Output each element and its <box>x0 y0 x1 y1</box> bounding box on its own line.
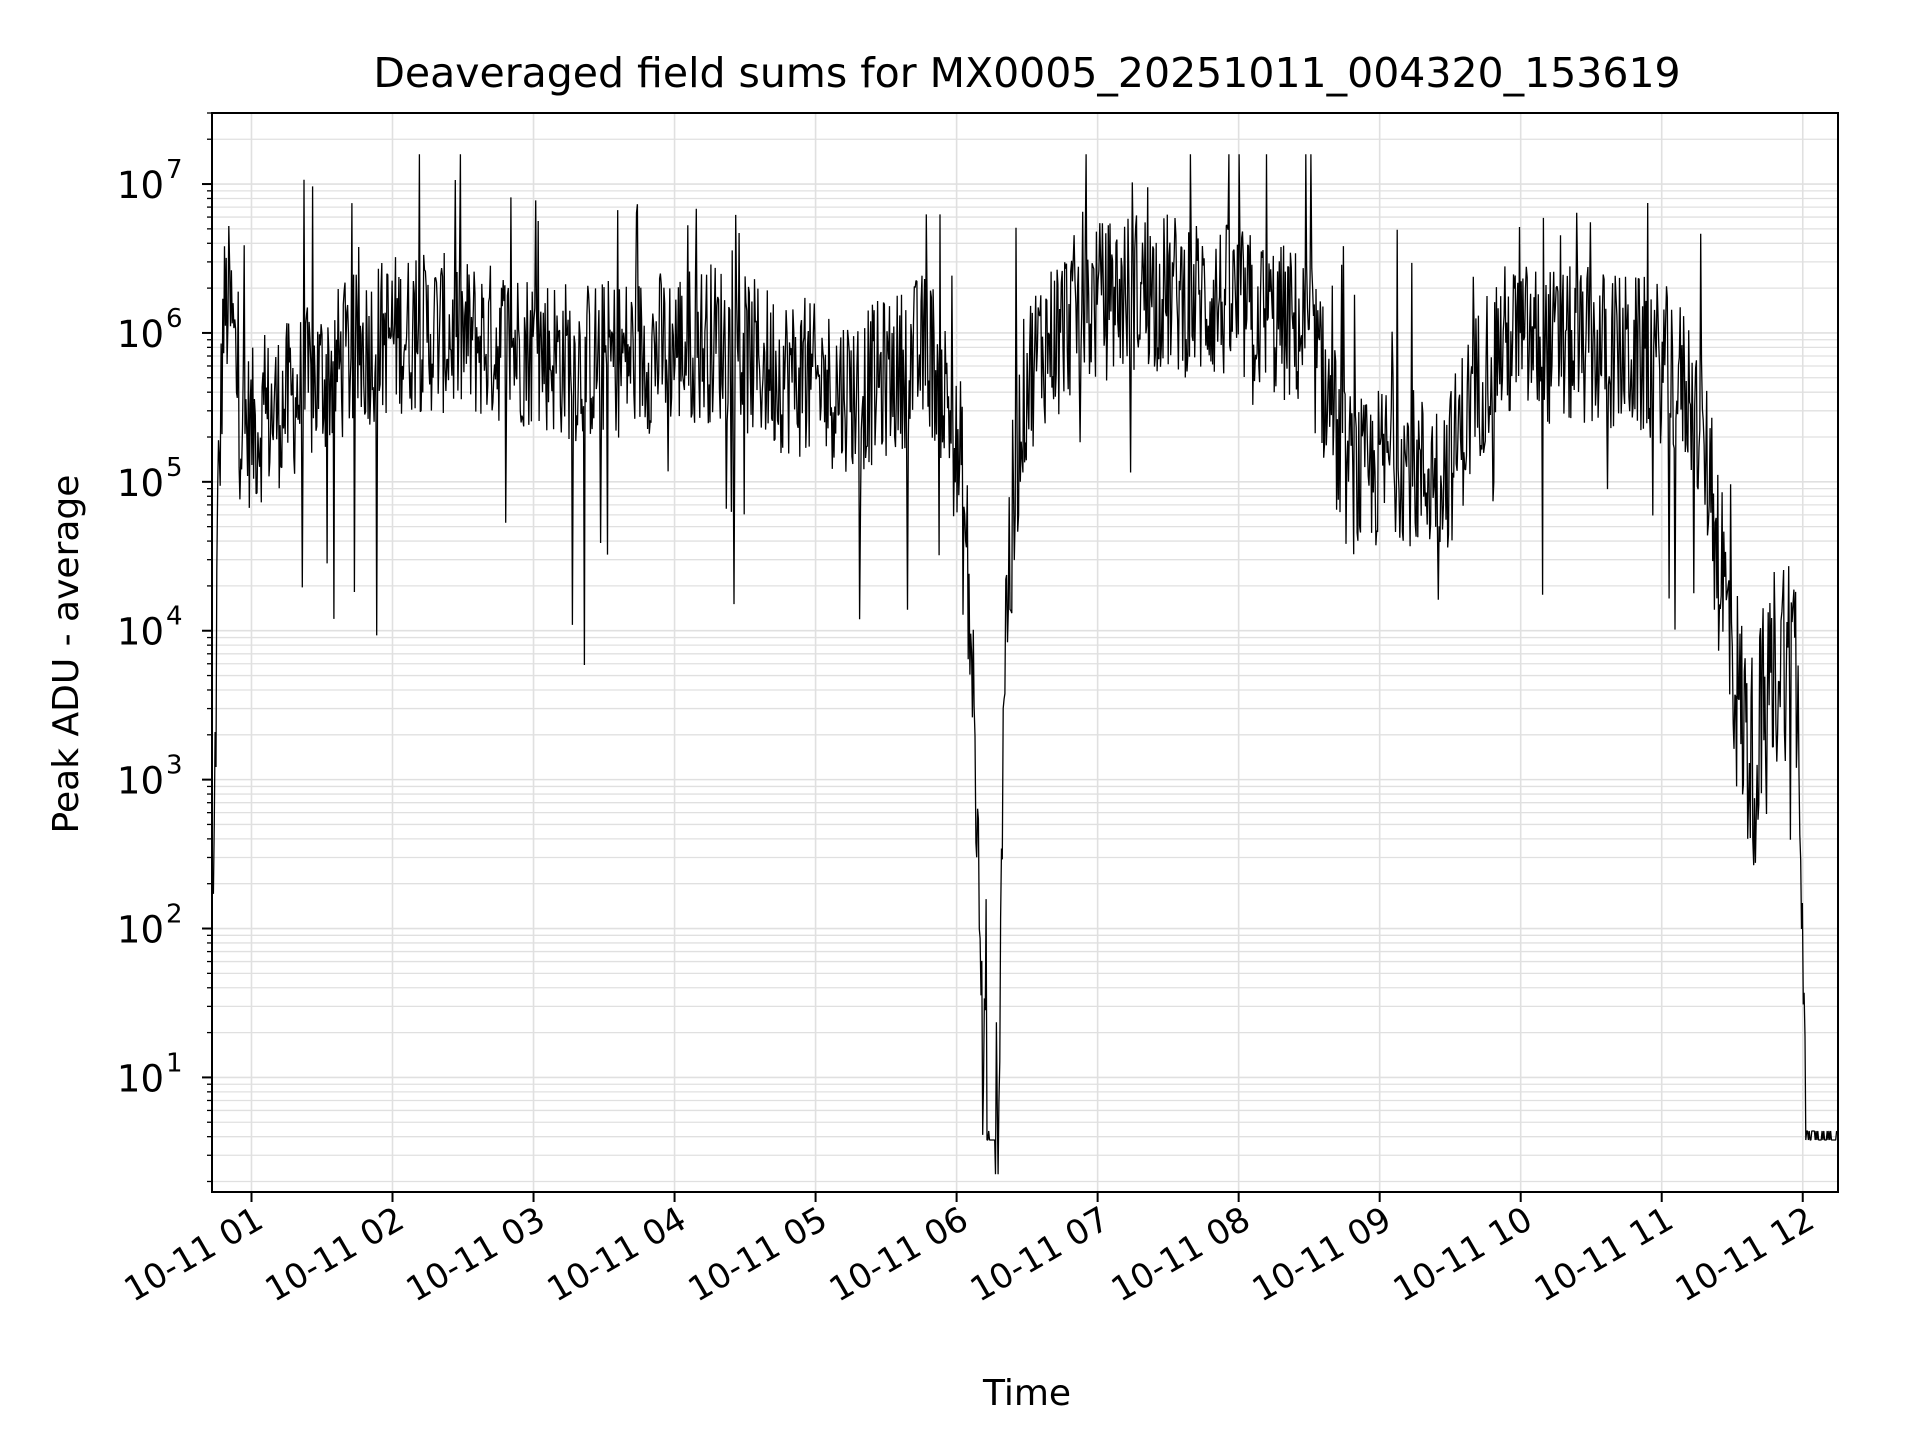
series-layer <box>212 154 1838 1175</box>
y-tick-label: 10 <box>117 760 164 803</box>
y-tick-exponent: 6 <box>166 304 183 334</box>
y-tick-exponent: 5 <box>166 453 183 483</box>
y-tick-label: 10 <box>117 164 164 207</box>
plot-frame <box>211 112 1839 1193</box>
y-tick-label: 10 <box>117 313 164 356</box>
y-tick-exponent: 2 <box>166 900 183 930</box>
chart-title: Deaveraged field sums for MX0005_2025101… <box>373 49 1680 97</box>
grid <box>212 112 1838 1192</box>
y-axis-label: Peak ADU - average <box>46 475 87 834</box>
y-tick-label: 10 <box>117 909 164 952</box>
x-axis-label: Time <box>982 1373 1071 1414</box>
y-tick-label: 10 <box>117 611 164 654</box>
y-tick-exponent: 4 <box>166 602 183 632</box>
y-tick-label: 10 <box>117 462 164 505</box>
y-tick-exponent: 3 <box>166 751 183 781</box>
y-tick-label: 10 <box>117 1057 164 1100</box>
y-tick-exponent: 1 <box>166 1048 183 1078</box>
series-line <box>212 154 1838 1175</box>
y-tick-exponent: 7 <box>166 155 183 185</box>
